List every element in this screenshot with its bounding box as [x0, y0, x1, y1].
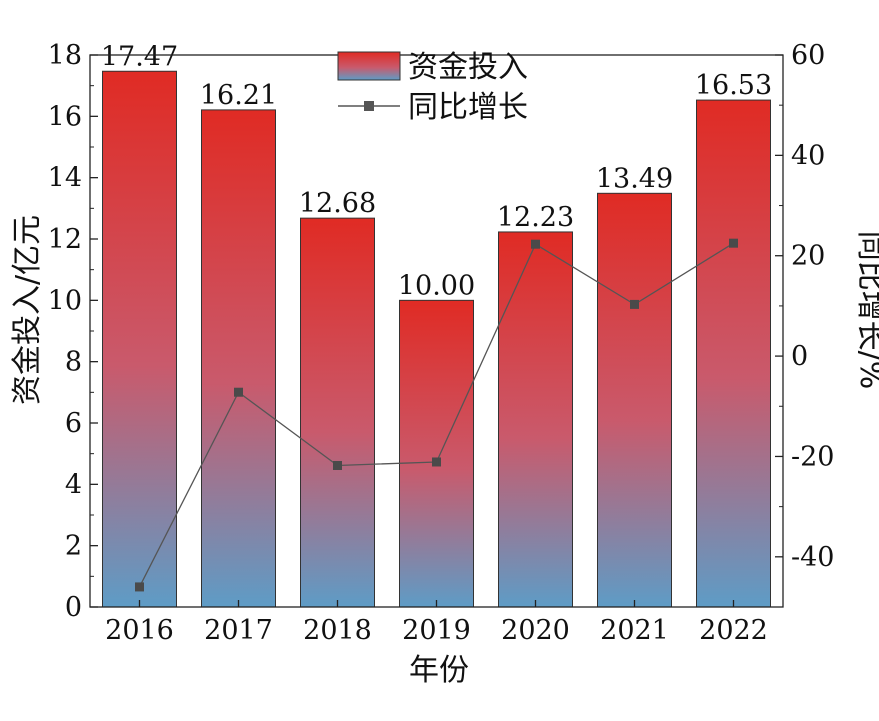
bar-2020 [498, 231, 573, 608]
x-tick-label-2020: 2020 [501, 615, 570, 646]
y-axis-title: 资金投入/亿元 [10, 215, 45, 405]
y-tick-label-18: 18 [48, 40, 82, 71]
bar-2018 [300, 217, 375, 608]
y-tick-label-14: 14 [48, 163, 82, 194]
y2-tick-label-20: 20 [791, 241, 825, 272]
y2-tick-label-60: 60 [791, 40, 825, 71]
y2-tick-label-40: 40 [791, 140, 825, 171]
y2-tick-label--20: -20 [791, 441, 834, 472]
y-tick-label-2: 2 [65, 531, 82, 562]
legend: 资金投入 同比增长 [337, 50, 528, 125]
bar-value-label-2016: 17.47 [101, 41, 178, 72]
bar-value-label-2018: 12.68 [299, 188, 376, 219]
legend-label-investment: 资金投入 [408, 50, 528, 85]
legend-swatch-investment [337, 51, 401, 81]
axes-layer: 0 2 4 6 8 10 12 14 16 18 -40 -20 0 20 40 60 2016 2017 2018… [48, 40, 835, 646]
y2-tick-label-0: 0 [791, 341, 808, 372]
y2-tick-label--40: -40 [791, 542, 834, 573]
x-axis-title: 年份 [409, 653, 469, 688]
y-tick-label-0: 0 [65, 592, 82, 623]
bar-value-label-2017: 16.21 [200, 80, 277, 111]
y-tick-label-4: 4 [65, 469, 82, 500]
growth-point-2022 [729, 238, 738, 248]
bar-2016 [102, 70, 177, 608]
x-tick-label-2017: 2017 [204, 615, 273, 646]
x-tick-label-2021: 2021 [600, 615, 669, 646]
growth-point-2019 [432, 457, 441, 467]
y-tick-label-12: 12 [48, 224, 82, 255]
growth-point-2020 [531, 239, 540, 249]
bar-value-label-2020: 12.23 [497, 202, 574, 233]
y-tick-label-10: 10 [48, 285, 82, 316]
growth-point-2018 [333, 460, 342, 470]
bar-2019 [399, 299, 474, 608]
bar-value-label-2022: 16.53 [695, 70, 772, 101]
x-tick-label-2022: 2022 [699, 615, 768, 646]
x-tick-label-2016: 2016 [105, 615, 174, 646]
y2-axis-title: 同比增长/% [853, 231, 879, 390]
bar-2022 [696, 99, 771, 608]
bars-layer: 17.47 16.21 12.68 10.00 12.23 13.49 16.53 [101, 41, 772, 608]
bar-value-label-2021: 13.49 [596, 163, 673, 194]
legend-marker-growth [364, 101, 374, 111]
bar-value-label-2019: 10.00 [398, 270, 475, 301]
y-tick-label-8: 8 [65, 347, 82, 378]
growth-point-2016 [135, 582, 144, 592]
legend-label-growth: 同比增长 [408, 90, 528, 125]
growth-line-layer [135, 238, 738, 592]
bar-2021 [597, 192, 672, 608]
y-tick-label-6: 6 [65, 408, 82, 439]
growth-point-2017 [234, 387, 243, 397]
x-tick-label-2018: 2018 [303, 615, 372, 646]
x-tick-label-2019: 2019 [402, 615, 471, 646]
y-tick-label-16: 16 [48, 101, 82, 132]
growth-point-2021 [630, 299, 639, 309]
bar-2017 [201, 109, 276, 608]
